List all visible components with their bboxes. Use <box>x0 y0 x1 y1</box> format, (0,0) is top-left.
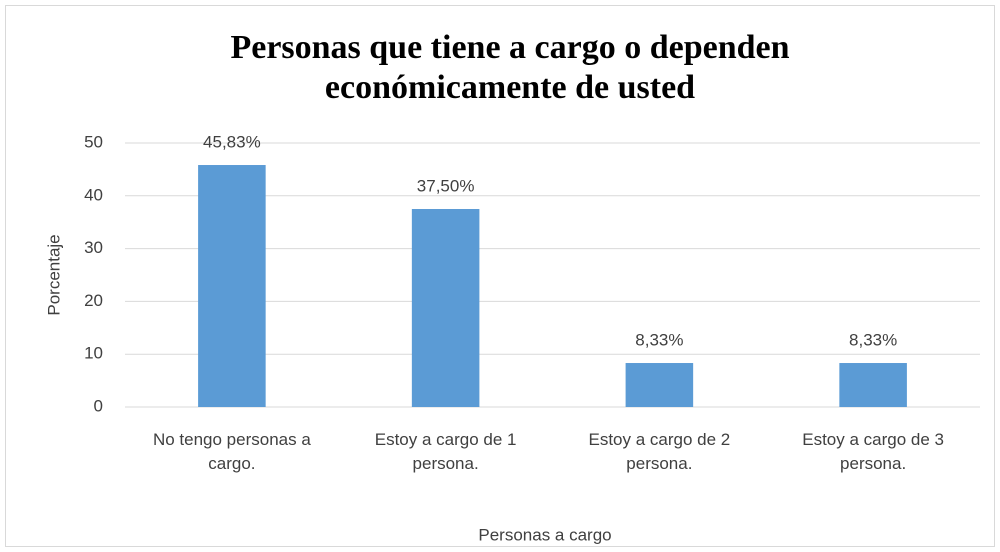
bar <box>411 209 480 407</box>
y-tick-label: 20 <box>84 291 103 310</box>
data-label: 37,50% <box>417 176 475 195</box>
y-tick-label: 10 <box>84 344 103 363</box>
y-tick-label: 50 <box>84 132 103 151</box>
y-tick-label: 0 <box>94 396 103 415</box>
data-label: 8,33% <box>849 331 897 350</box>
y-tick-label: 30 <box>84 238 103 257</box>
x-tick-label: Estoy a cargo de 1 persona. <box>375 430 517 473</box>
x-tick-label: Estoy a cargo de 2 persona. <box>588 430 730 473</box>
x-tick-label: Estoy a cargo de 3 persona. <box>802 430 944 473</box>
chart-border <box>5 5 995 547</box>
chart-title: Personas que tiene a cargo o dependen eco… <box>230 29 789 106</box>
x-axis-label: Personas a cargo <box>478 525 611 544</box>
bar <box>625 363 694 407</box>
bar <box>198 165 266 407</box>
y-tick-label: 40 <box>84 185 103 204</box>
x-tick-label: No tengo personas a cargo. <box>153 430 311 473</box>
data-label: 8,33% <box>635 331 683 350</box>
y-axis-label: Porcentaje <box>44 234 63 315</box>
data-label: 45,83% <box>203 133 261 152</box>
bar <box>839 363 907 407</box>
